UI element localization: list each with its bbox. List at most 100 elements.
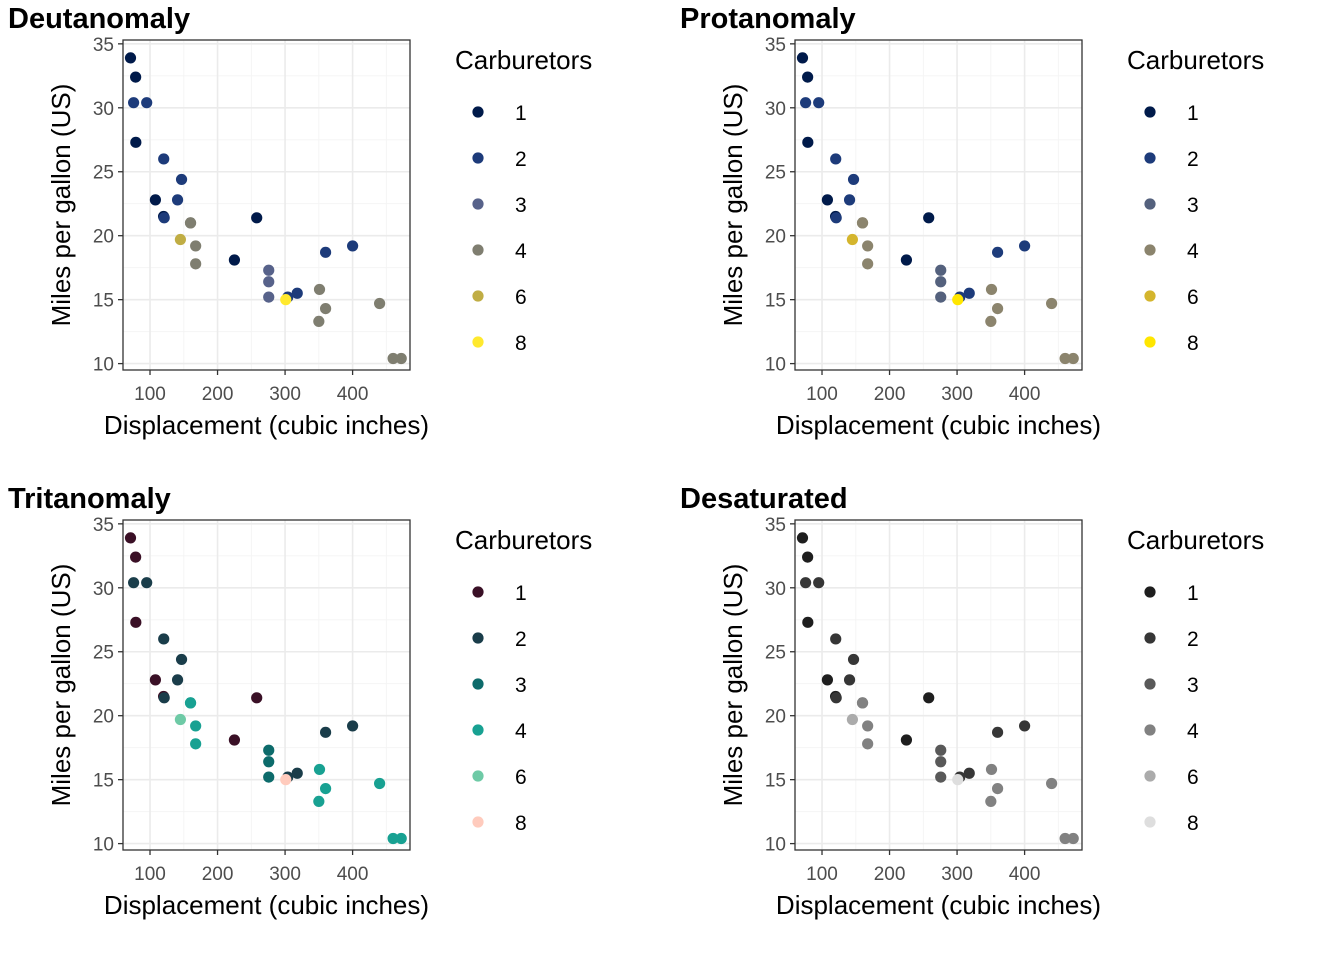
y-tick-label: 10 bbox=[93, 355, 114, 376]
data-point-carb-4 bbox=[190, 720, 202, 732]
legend-label: 6 bbox=[1187, 286, 1199, 309]
data-point-carb-4 bbox=[190, 240, 202, 252]
data-point-carb-4 bbox=[319, 303, 332, 315]
data-point-carb-1 bbox=[130, 616, 142, 628]
data-point-carb-2 bbox=[291, 287, 303, 299]
y-tick-label: 20 bbox=[93, 707, 114, 728]
data-point-carb-8 bbox=[280, 294, 292, 306]
panel-title: Deutanomaly bbox=[8, 3, 190, 35]
data-point-carb-4 bbox=[991, 783, 1004, 795]
chart-panel-3: Tritanomaly 100 200 300 400 10 15 20 25 30 35 Displ… bbox=[8, 483, 592, 920]
x-tick-label: 200 bbox=[202, 384, 234, 405]
data-point-carb-1 bbox=[821, 674, 834, 686]
data-point-carb-3 bbox=[935, 276, 947, 288]
legend-label: 4 bbox=[1187, 720, 1199, 743]
data-point-carb-2 bbox=[291, 767, 303, 779]
data-point-carb-1 bbox=[802, 616, 814, 628]
legend: Carburetors 1 2 3 4 6 8 bbox=[455, 45, 592, 355]
data-point-carb-4 bbox=[985, 763, 998, 776]
data-point-carb-1 bbox=[124, 532, 137, 544]
data-point-carb-3 bbox=[935, 264, 947, 276]
plot-background bbox=[123, 520, 410, 850]
data-point-carb-2 bbox=[963, 767, 975, 779]
chart-panel-2: Protanomaly 100 200 300 400 10 15 20 25 30 35 Displ… bbox=[680, 3, 1264, 440]
legend-key-6 bbox=[1144, 290, 1156, 302]
data-point-carb-2 bbox=[830, 633, 842, 645]
data-point-carb-2 bbox=[347, 240, 359, 252]
data-point-carb-2 bbox=[175, 173, 188, 186]
y-tick-label: 10 bbox=[93, 835, 114, 856]
y-tick-label: 25 bbox=[93, 643, 114, 664]
data-point-carb-2 bbox=[800, 577, 812, 589]
x-tick-label: 100 bbox=[806, 384, 838, 405]
data-point-carb-2 bbox=[319, 246, 332, 258]
y-tick-label: 10 bbox=[765, 355, 786, 376]
legend-title: Carburetors bbox=[455, 525, 592, 555]
legend-label: 3 bbox=[515, 194, 527, 217]
legend-key-3 bbox=[472, 198, 484, 210]
data-point-carb-1 bbox=[802, 71, 814, 83]
panel-title: Protanomaly bbox=[680, 3, 856, 35]
legend-label: 4 bbox=[515, 720, 527, 743]
data-point-carb-4 bbox=[313, 283, 326, 296]
chart-panel-1: Deutanomaly 100 200 300 400 10 15 20 25 30 35 Displ… bbox=[8, 3, 592, 440]
data-point-carb-4 bbox=[862, 738, 874, 750]
y-axis-title: Miles per gallon (US) bbox=[46, 84, 76, 327]
y-tick-label: 10 bbox=[765, 835, 786, 856]
data-point-carb-8 bbox=[280, 774, 292, 786]
y-tick-label: 35 bbox=[765, 515, 786, 536]
legend-key-2 bbox=[1144, 152, 1156, 164]
y-tick-label: 30 bbox=[93, 579, 114, 600]
legend-label: 6 bbox=[515, 766, 527, 789]
x-tick-label: 300 bbox=[941, 864, 973, 885]
data-point-carb-4 bbox=[862, 258, 874, 270]
x-tick-label: 200 bbox=[874, 864, 906, 885]
panel-border bbox=[794, 519, 1083, 851]
data-point-carb-4 bbox=[1046, 297, 1058, 310]
data-point-carb-4 bbox=[1046, 777, 1058, 790]
data-point-carb-2 bbox=[813, 577, 825, 589]
data-point-carb-6 bbox=[846, 713, 858, 726]
data-point-carb-2 bbox=[843, 674, 856, 686]
data-point-carb-1 bbox=[130, 71, 142, 83]
y-tick-label: 25 bbox=[765, 163, 786, 184]
data-point-carb-2 bbox=[847, 653, 860, 666]
legend: Carburetors 1 2 3 4 6 8 bbox=[1127, 45, 1264, 355]
data-point-carb-1 bbox=[923, 692, 935, 704]
y-tick-label: 15 bbox=[93, 771, 114, 792]
data-point-carb-3 bbox=[935, 744, 947, 756]
legend-key-1 bbox=[472, 106, 484, 118]
legend-key-3 bbox=[1144, 198, 1156, 210]
legend-key-2 bbox=[1144, 632, 1156, 644]
y-tick-label: 35 bbox=[93, 515, 114, 536]
y-tick-label: 15 bbox=[765, 291, 786, 312]
legend-title: Carburetors bbox=[455, 45, 592, 75]
data-point-carb-3 bbox=[263, 276, 275, 288]
data-point-carb-1 bbox=[149, 674, 162, 686]
legend-label: 2 bbox=[1187, 628, 1199, 651]
legend-label: 8 bbox=[1187, 332, 1199, 355]
data-point-carb-6 bbox=[174, 233, 186, 246]
data-point-carb-2 bbox=[347, 720, 359, 732]
plot-background bbox=[795, 520, 1082, 850]
data-point-carb-1 bbox=[923, 212, 935, 224]
data-point-carb-3 bbox=[263, 291, 275, 303]
data-point-carb-8 bbox=[952, 774, 964, 786]
y-axis-title: Miles per gallon (US) bbox=[718, 84, 748, 327]
data-point-carb-1 bbox=[796, 532, 809, 544]
data-point-carb-4 bbox=[862, 240, 874, 252]
data-point-carb-4 bbox=[862, 720, 874, 732]
data-point-carb-4 bbox=[1067, 352, 1079, 365]
data-point-carb-2 bbox=[830, 212, 842, 224]
data-point-carb-4 bbox=[313, 315, 325, 327]
y-axis-title: Miles per gallon (US) bbox=[718, 564, 748, 807]
legend-key-6 bbox=[472, 770, 484, 782]
data-point-carb-3 bbox=[935, 291, 947, 303]
data-point-carb-3 bbox=[263, 744, 275, 756]
data-point-carb-4 bbox=[1059, 832, 1071, 845]
x-tick-label: 100 bbox=[134, 384, 166, 405]
data-point-carb-2 bbox=[991, 246, 1004, 258]
legend-key-3 bbox=[1144, 678, 1156, 690]
legend-label: 3 bbox=[515, 674, 527, 697]
data-point-carb-3 bbox=[263, 756, 275, 768]
